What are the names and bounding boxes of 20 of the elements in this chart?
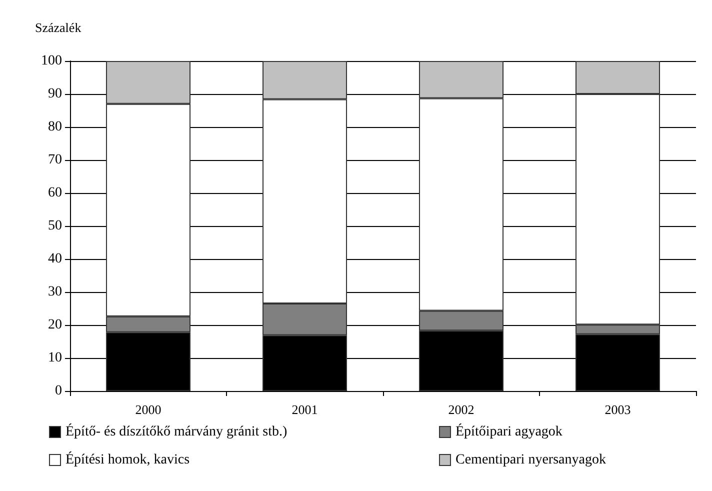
x-tick-label: 2001	[292, 402, 318, 417]
y-tick-label: 40	[48, 252, 62, 266]
y-tick-label: 0	[55, 384, 62, 398]
y-tick-label: 60	[48, 186, 62, 200]
y-tick-label: 90	[48, 86, 62, 102]
legend-label: Cementipari nyersanyagok	[456, 452, 606, 468]
y-tick-label: 50	[48, 218, 62, 234]
legend-label: Építési homok, kavics	[66, 450, 190, 468]
legend-label: Építő- és díszítőkő márvány gránit stb.)	[66, 422, 288, 440]
y-tick-label: 70	[48, 152, 62, 168]
legend-label: Építőipari agyagok	[456, 422, 562, 440]
y-tick-label: 30	[48, 284, 62, 300]
y-tick-label: 80	[48, 120, 62, 134]
x-tick-label: 2002	[448, 402, 474, 417]
y-tick-label: 20	[48, 318, 62, 332]
x-tick-label: 2000	[135, 402, 162, 417]
y-tick-label: 10	[48, 350, 62, 366]
y-tick-label: 100	[41, 54, 62, 68]
y-axis-title: Százalék	[35, 20, 82, 35]
x-tick-label: 2003	[604, 402, 631, 417]
